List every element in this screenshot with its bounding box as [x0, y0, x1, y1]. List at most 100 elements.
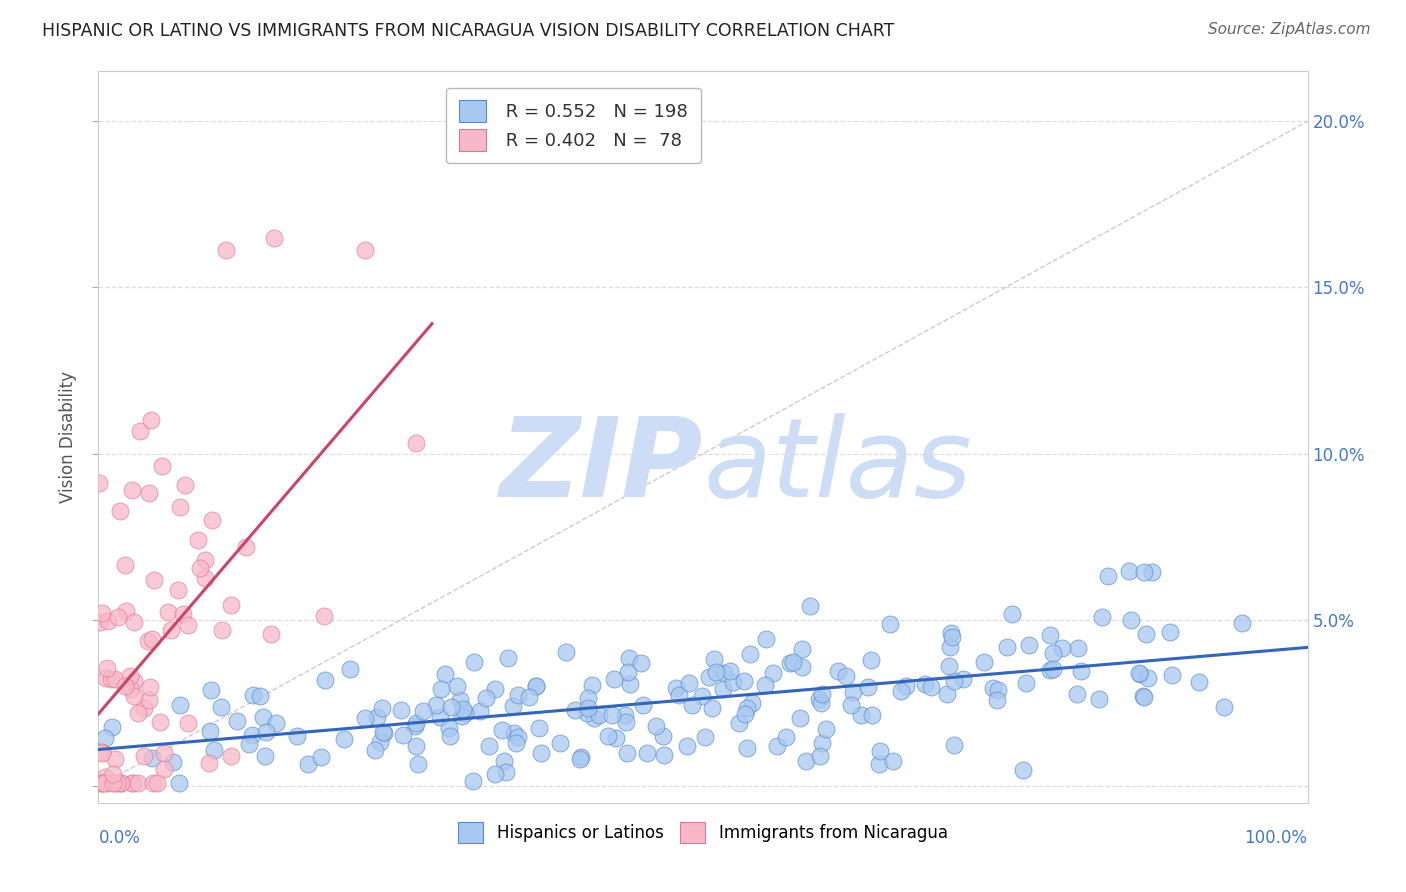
Point — [93, 776, 115, 790]
Point — [1161, 667, 1184, 681]
Point — [652, 747, 675, 762]
Point — [263, 230, 285, 244]
Point — [564, 702, 586, 716]
Point — [1132, 689, 1154, 703]
Point — [121, 483, 143, 498]
Point — [96, 661, 118, 675]
Y-axis label: Vision Disability: Vision Disability — [59, 371, 77, 503]
Point — [201, 512, 224, 526]
Point — [110, 504, 132, 518]
Point — [118, 669, 141, 683]
Point — [314, 673, 336, 687]
Point — [169, 500, 191, 514]
Point — [136, 634, 159, 648]
Point — [254, 748, 277, 763]
Point — [762, 666, 785, 681]
Point — [354, 244, 377, 258]
Point — [735, 701, 758, 715]
Point — [478, 739, 501, 754]
Point — [860, 708, 883, 723]
Point — [1097, 569, 1119, 583]
Point — [105, 776, 128, 790]
Point — [104, 776, 127, 790]
Point — [1133, 690, 1156, 704]
Point — [690, 690, 713, 704]
Point — [454, 706, 477, 721]
Point — [630, 656, 652, 670]
Point — [676, 739, 699, 753]
Point — [738, 647, 761, 661]
Point — [150, 458, 173, 473]
Text: 0.0%: 0.0% — [98, 829, 141, 847]
Point — [939, 625, 962, 640]
Point — [91, 747, 114, 761]
Point — [644, 719, 666, 733]
Point — [138, 693, 160, 707]
Point — [1213, 700, 1236, 714]
Point — [197, 756, 219, 770]
Point — [943, 673, 966, 688]
Point — [839, 698, 862, 712]
Point — [91, 606, 114, 620]
Point — [600, 708, 623, 723]
Point — [811, 687, 834, 701]
Point — [1042, 646, 1064, 660]
Point — [735, 741, 758, 756]
Point — [582, 711, 605, 725]
Point — [576, 690, 599, 705]
Point — [187, 533, 209, 547]
Point — [842, 685, 865, 699]
Point — [405, 715, 427, 730]
Point — [1014, 676, 1036, 690]
Point — [252, 710, 274, 724]
Point — [596, 729, 619, 743]
Point — [569, 750, 592, 764]
Point — [524, 679, 547, 693]
Point — [548, 736, 571, 750]
Point — [789, 711, 811, 725]
Point — [494, 754, 516, 768]
Point — [114, 679, 136, 693]
Point — [484, 681, 506, 696]
Point — [389, 703, 412, 717]
Text: ZIP: ZIP — [499, 413, 703, 520]
Point — [169, 698, 191, 712]
Text: Source: ZipAtlas.com: Source: ZipAtlas.com — [1208, 22, 1371, 37]
Point — [101, 776, 124, 790]
Point — [412, 704, 434, 718]
Point — [794, 754, 817, 768]
Point — [124, 673, 146, 688]
Point — [718, 664, 741, 678]
Point — [309, 750, 332, 764]
Point — [122, 689, 145, 703]
Point — [1136, 672, 1159, 686]
Point — [505, 736, 527, 750]
Point — [173, 478, 195, 492]
Point — [524, 679, 547, 693]
Point — [188, 561, 211, 575]
Point — [139, 413, 162, 427]
Point — [665, 681, 688, 695]
Point — [172, 607, 194, 622]
Point — [371, 725, 394, 739]
Point — [702, 700, 724, 714]
Point — [449, 693, 471, 707]
Point — [122, 776, 145, 790]
Point — [782, 655, 804, 669]
Point — [754, 632, 776, 647]
Point — [1128, 666, 1150, 681]
Point — [406, 757, 429, 772]
Point — [110, 776, 132, 790]
Point — [405, 436, 427, 450]
Point — [605, 731, 627, 745]
Point — [333, 732, 356, 747]
Point — [366, 710, 388, 724]
Point — [364, 742, 387, 756]
Point — [89, 615, 111, 629]
Point — [631, 698, 654, 712]
Point — [779, 656, 801, 670]
Point — [941, 630, 963, 644]
Point — [792, 660, 814, 674]
Point — [914, 677, 936, 691]
Point — [240, 728, 263, 742]
